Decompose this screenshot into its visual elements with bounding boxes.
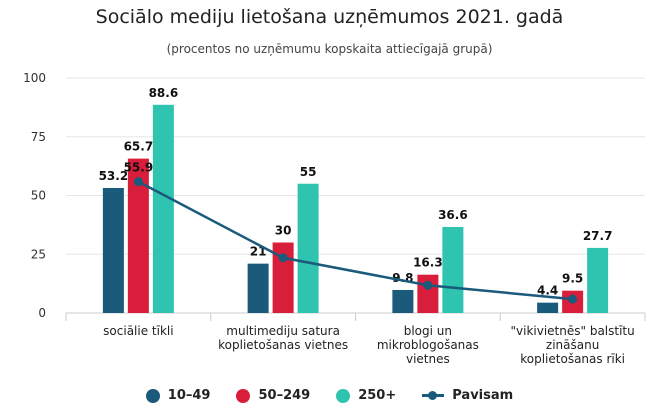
line-point-pavisam [568,294,578,304]
legend-item-50-249[interactable]: 50–249 [236,388,310,403]
bar-value-label: 36.6 [438,208,468,222]
line-point-pavisam [278,253,288,263]
bar [127,158,149,313]
bar-value-label: 65.7 [124,140,154,154]
legend-swatch-10-49 [145,388,160,403]
x-category-label: multimediju satura [226,324,340,338]
legend-swatch-pavisam [422,391,445,400]
legend-swatch-50-249 [236,388,251,403]
bar-value-label: 55 [300,165,317,179]
bar [247,263,269,313]
legend-label-50-249: 50–249 [258,388,311,403]
legend-item-10-49[interactable]: 10–49 [145,388,211,403]
bar [272,242,294,313]
x-category-label: zināšanu [546,338,599,352]
bar-value-label: 4.4 [537,284,558,298]
legend-label-250-plus: 250+ [358,388,397,403]
line-point-pavisam [133,177,143,187]
bar [587,247,609,313]
bar [392,289,414,313]
y-tick-label: 75 [31,130,46,144]
x-category-label: "vikivietnēs" balstītu [511,324,635,338]
bar [152,104,174,313]
x-category-label: koplietošanas vietnes [218,338,348,352]
y-tick-label: 25 [31,247,46,261]
y-tick-label: 0 [38,306,46,320]
bar-value-label: 88.6 [149,86,179,100]
x-category-label: mikroblogošanas [377,338,479,352]
y-tick-label: 50 [31,189,46,203]
bar [537,302,559,313]
x-category-label: sociālie tīkli [103,324,173,338]
bar-value-label: 9.5 [562,272,583,286]
x-category-label: koplietošanas rīki [520,352,625,366]
line-value-label: 55.9 [124,161,154,175]
legend: 10–49 50–249 250+ Pavisam [0,388,659,403]
bar-value-label: 30 [275,224,292,238]
bar [417,274,439,313]
bar-value-label: 27.7 [583,229,613,243]
x-category-label: blogi un [404,324,452,338]
bar [102,187,124,313]
x-category-label: vietnes [406,352,450,366]
legend-label-pavisam: Pavisam [452,388,514,403]
y-tick-label: 100 [23,71,46,85]
line-series-pavisam [137,180,573,301]
legend-swatch-250-plus [336,388,351,403]
legend-item-250-plus[interactable]: 250+ [336,388,396,403]
bar-value-label: 16.3 [413,256,443,270]
chart-title: Sociālo mediju lietošana uzņēmumos 2021.… [95,6,564,28]
bar [297,183,319,313]
legend-label-10-49: 10–49 [167,388,211,403]
legend-item-pavisam[interactable]: Pavisam [422,388,513,403]
bar [442,226,464,313]
line-point-pavisam [423,280,433,290]
bar-value-label: 53.2 [99,169,129,183]
chart-subtitle: (procentos no uzņēmumu kopskaita attiecī… [166,42,493,56]
